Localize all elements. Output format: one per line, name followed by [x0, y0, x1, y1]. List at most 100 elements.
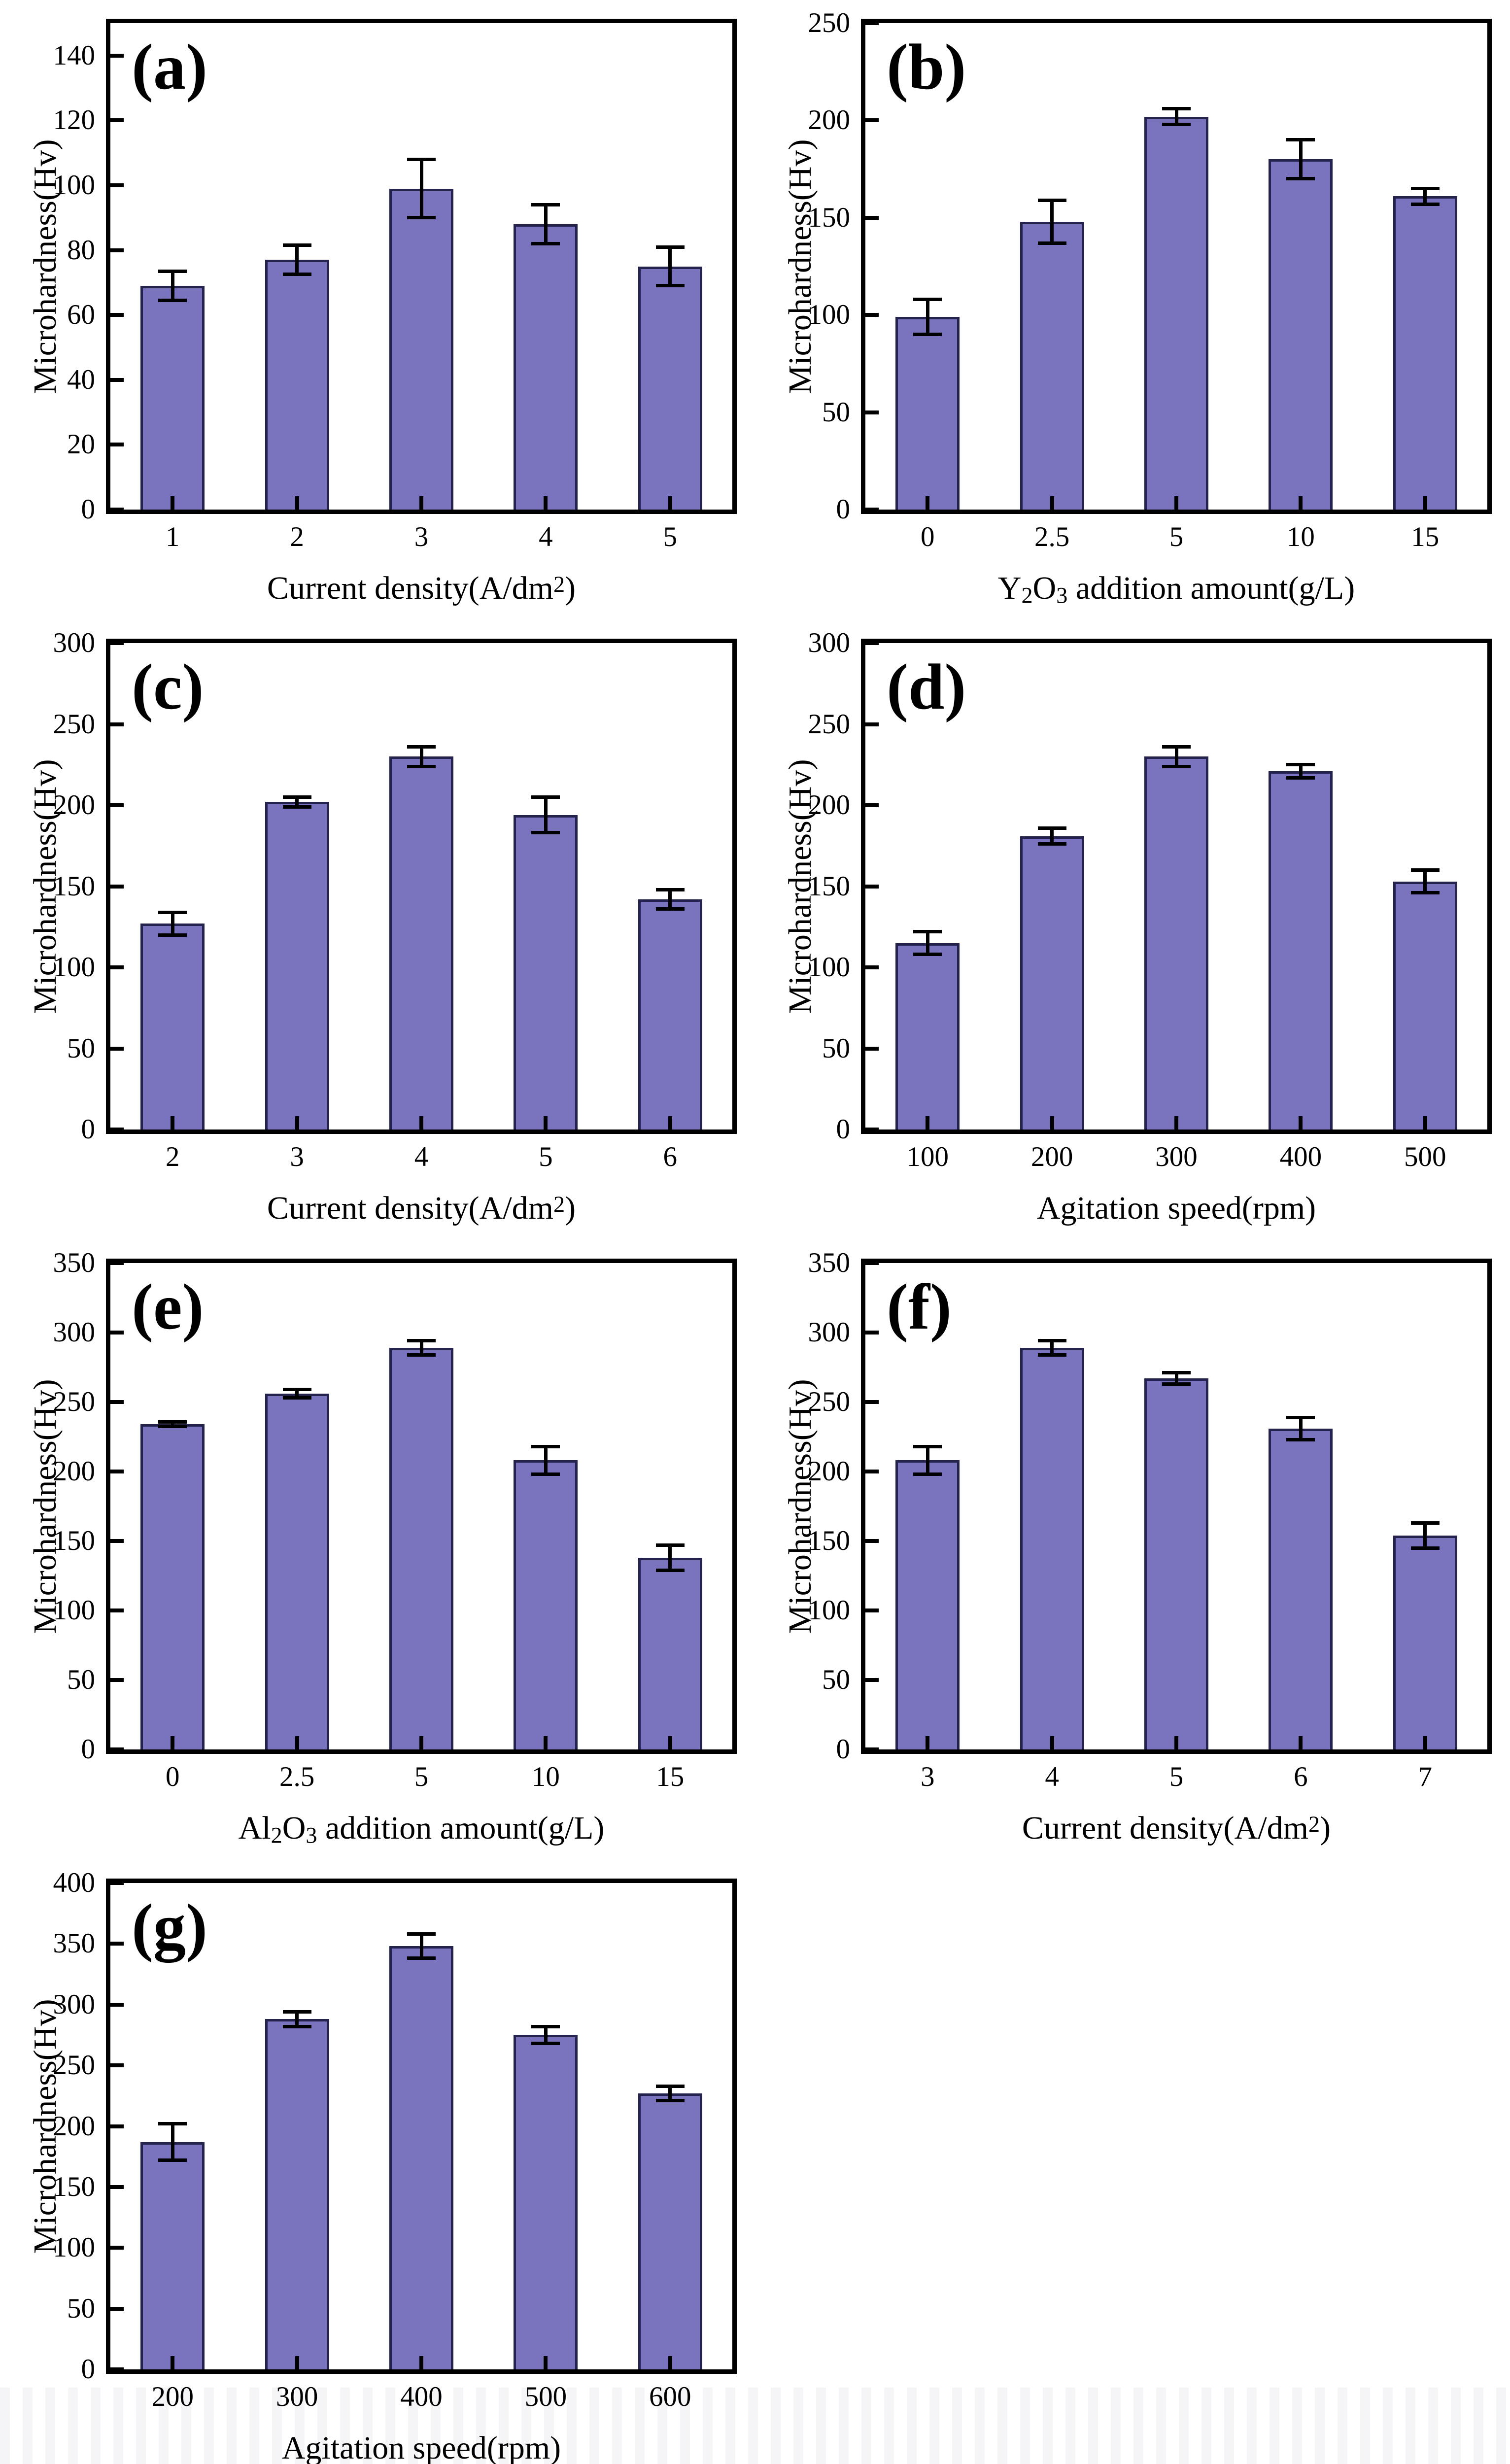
error-bar-cap-top — [282, 2010, 311, 2014]
bar — [1144, 756, 1208, 1129]
panel-letter: (d) — [887, 650, 966, 723]
y-tick-label: 300 — [808, 1317, 851, 1348]
x-tick-label: 5 — [414, 1761, 429, 1792]
y-tick — [865, 1678, 879, 1682]
panel-letter: (b) — [887, 31, 966, 103]
bar — [638, 1557, 702, 1749]
y-tick-label: 200 — [53, 2110, 96, 2142]
error-bar-cap-bottom — [913, 333, 942, 337]
x-tick — [171, 2356, 175, 2369]
y-tick — [865, 1261, 879, 1265]
y-tick — [110, 641, 124, 645]
error-bar-line — [1050, 1340, 1054, 1355]
error-bar-cap-bottom — [1286, 776, 1315, 780]
error-bar-line — [1174, 1372, 1178, 1384]
bar — [389, 1946, 453, 2369]
y-tick-label: 80 — [67, 234, 95, 266]
y-tick-label: 0 — [81, 494, 96, 525]
x-tick-label: 4 — [414, 1141, 429, 1172]
error-bar-line — [1174, 747, 1178, 767]
x-tick-label: 10 — [1286, 521, 1315, 552]
x-tick-label: 600 — [649, 2381, 691, 2412]
y-tick — [865, 118, 879, 123]
error-bar-cap-top — [531, 795, 560, 799]
x-tick — [1299, 1116, 1303, 1129]
y-tick-label: 300 — [53, 627, 96, 658]
x-tick — [1423, 496, 1427, 510]
y-tick-label: 0 — [836, 1114, 851, 1145]
x-tick-label: 300 — [275, 2381, 318, 2412]
error-bar-line — [1299, 764, 1303, 778]
error-bar-cap-top — [1162, 745, 1191, 749]
error-bar-cap-bottom — [531, 1472, 560, 1476]
y-tick — [865, 1128, 879, 1131]
bar — [1269, 1428, 1333, 1749]
error-bar-cap-bottom — [158, 299, 187, 303]
plot-area — [106, 1259, 737, 1754]
error-bar-line — [1050, 828, 1054, 844]
bar — [140, 285, 205, 510]
error-bar-cap-bottom — [655, 284, 685, 288]
panel-letter: (g) — [132, 1890, 207, 1963]
y-tick-label: 120 — [53, 104, 96, 136]
x-tick-label: 2.5 — [279, 1761, 315, 1792]
error-bar-cap-top — [655, 2084, 685, 2088]
x-tick — [1174, 1116, 1178, 1129]
x-tick — [1050, 1116, 1054, 1129]
error-bar-cap-bottom — [913, 953, 942, 957]
error-bar-cap-top — [1286, 1415, 1315, 1419]
x-tick — [1174, 496, 1178, 510]
y-tick — [865, 1608, 879, 1612]
panel-d: 0 50 100 150 200 250 300 100 200 300 400 500 Agitati… — [755, 620, 1510, 1240]
error-bar-line — [1174, 108, 1178, 125]
bar — [1393, 196, 1457, 510]
error-bar-cap-bottom — [913, 1472, 942, 1476]
error-bar-line — [544, 2026, 548, 2044]
error-bar-line — [668, 247, 672, 286]
y-tick-label: 100 — [53, 2232, 96, 2263]
bar — [265, 2019, 329, 2369]
x-tick-label: 0 — [920, 521, 935, 552]
x-tick-label: 100 — [906, 1141, 949, 1172]
y-tick-label: 250 — [808, 7, 851, 38]
x-tick-label: 6 — [1294, 1761, 1308, 1792]
x-tick-label: 2 — [165, 1141, 180, 1172]
bar — [389, 1348, 453, 1749]
y-axis-label: Microhardness(Hv) — [782, 1379, 818, 1634]
error-bar-cap-top — [913, 930, 942, 934]
y-axis-label: Microhardness(Hv) — [782, 139, 818, 394]
bar — [1393, 1535, 1457, 1749]
y-tick-label: 0 — [81, 1734, 96, 1765]
y-tick — [865, 1046, 879, 1051]
y-tick-label: 140 — [53, 39, 96, 71]
bar — [1020, 836, 1084, 1129]
bar — [265, 1394, 329, 1749]
bar — [265, 802, 329, 1129]
bar — [895, 1460, 960, 1749]
bar — [638, 899, 702, 1129]
error-bar-cap-bottom — [282, 2024, 311, 2028]
x-axis-label: Agitation speed(rpm) — [1036, 1190, 1316, 1226]
x-tick — [544, 1116, 548, 1129]
y-tick — [110, 1539, 124, 1543]
panel-b: 0 50 100 150 200 250 0 2.5 5 10 15 Y2O3 addition am… — [755, 0, 1510, 620]
error-bar-line — [926, 931, 929, 955]
bar — [389, 188, 453, 510]
error-bar-cap-top — [1037, 1339, 1066, 1343]
bar — [638, 266, 702, 510]
error-bar-line — [419, 747, 423, 767]
error-bar-line — [926, 1446, 929, 1474]
bar — [514, 815, 578, 1129]
y-tick-label: 350 — [53, 1928, 96, 1959]
error-bar-line — [668, 2086, 672, 2101]
x-tick-label: 0 — [165, 1761, 180, 1792]
error-bar-line — [926, 299, 929, 335]
x-tick-label: 15 — [656, 1761, 685, 1792]
error-bar-line — [295, 797, 299, 807]
error-bar-cap-bottom — [1286, 177, 1315, 181]
error-bar-cap-top — [655, 1543, 685, 1547]
x-tick — [544, 2356, 548, 2369]
y-tick — [865, 21, 879, 25]
bar — [1269, 159, 1333, 510]
y-tick-label: 150 — [808, 870, 851, 902]
